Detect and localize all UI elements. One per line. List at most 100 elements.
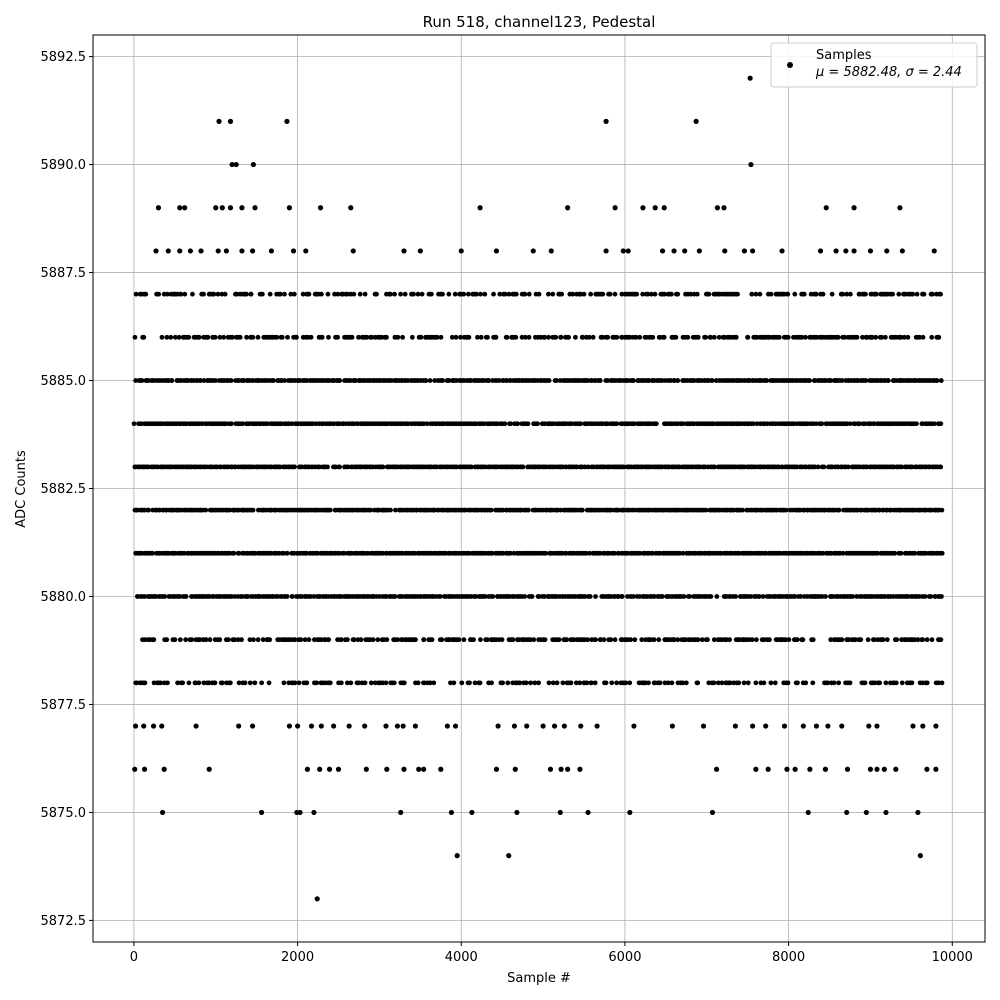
data-point xyxy=(585,464,591,470)
data-point xyxy=(418,334,424,340)
data-point xyxy=(877,680,882,686)
data-point xyxy=(650,334,656,340)
data-point xyxy=(560,680,566,686)
data-point xyxy=(157,507,162,513)
data-point xyxy=(232,637,238,643)
data-point xyxy=(251,637,256,643)
data-point xyxy=(612,205,618,211)
data-point xyxy=(822,766,829,772)
data-point xyxy=(400,334,405,340)
data-point xyxy=(566,334,572,340)
data-point xyxy=(625,248,631,254)
data-point xyxy=(661,334,667,340)
data-point xyxy=(198,248,204,254)
data-point xyxy=(400,723,406,729)
data-point xyxy=(845,464,851,470)
x-axis-ticks: 0 2000 4000 6000 8000 10000 xyxy=(130,942,973,965)
data-point xyxy=(240,421,246,427)
data-point xyxy=(637,550,643,556)
data-point xyxy=(314,680,320,686)
data-point xyxy=(675,378,681,383)
data-point xyxy=(196,680,202,686)
data-point xyxy=(812,464,818,470)
data-point xyxy=(344,680,350,686)
data-point xyxy=(227,680,233,686)
data-point xyxy=(803,680,809,686)
data-point xyxy=(823,205,829,211)
data-point xyxy=(228,378,234,383)
data-point xyxy=(508,421,514,427)
data-point xyxy=(784,766,790,772)
data-point xyxy=(415,680,421,686)
data-point xyxy=(536,291,542,297)
data-point xyxy=(768,680,774,686)
x-tick-label: 8000 xyxy=(772,950,805,965)
data-point xyxy=(772,680,778,686)
data-point xyxy=(648,291,654,297)
data-point xyxy=(936,334,942,340)
data-point xyxy=(820,291,826,297)
data-point xyxy=(327,507,333,513)
data-point xyxy=(740,507,745,513)
data-point xyxy=(546,680,552,686)
data-point xyxy=(247,637,253,643)
data-point xyxy=(282,378,287,383)
data-point xyxy=(883,809,889,816)
data-point xyxy=(239,205,245,211)
data-point xyxy=(286,205,293,211)
data-point xyxy=(268,248,274,254)
data-point xyxy=(524,723,530,729)
data-point xyxy=(394,723,401,729)
data-point xyxy=(580,334,586,340)
data-point xyxy=(335,291,341,297)
data-point xyxy=(585,637,590,643)
data-point xyxy=(377,594,383,599)
data-point xyxy=(431,680,437,686)
data-point xyxy=(685,334,691,340)
data-point xyxy=(495,723,501,729)
data-point xyxy=(597,378,603,383)
data-point xyxy=(546,378,552,383)
data-point xyxy=(233,161,239,168)
data-point xyxy=(813,723,820,729)
data-point xyxy=(203,507,209,513)
data-point xyxy=(557,809,563,816)
data-point xyxy=(873,334,879,340)
data-point xyxy=(800,723,806,729)
data-point xyxy=(938,637,944,643)
data-point xyxy=(440,378,446,383)
data-point xyxy=(205,334,211,340)
data-point xyxy=(519,334,525,340)
data-point xyxy=(526,291,532,297)
data-point xyxy=(172,637,178,643)
data-point xyxy=(458,248,464,254)
data-point xyxy=(317,205,324,211)
data-point xyxy=(424,421,430,427)
data-point xyxy=(931,421,937,427)
data-point xyxy=(281,680,287,686)
data-point xyxy=(584,680,590,686)
data-point xyxy=(304,680,310,686)
data-point xyxy=(242,680,248,686)
data-point xyxy=(250,334,256,340)
data-point xyxy=(213,205,219,211)
data-point xyxy=(632,637,638,643)
data-point xyxy=(627,680,633,686)
data-point xyxy=(221,334,227,340)
data-point xyxy=(388,507,393,513)
data-point xyxy=(939,594,944,599)
data-point xyxy=(563,550,569,556)
data-point xyxy=(429,637,435,643)
data-point xyxy=(840,550,846,556)
data-point xyxy=(384,334,389,340)
data-point xyxy=(525,507,531,513)
data-point xyxy=(260,637,266,643)
data-point xyxy=(513,291,519,297)
data-point xyxy=(395,637,401,643)
data-point xyxy=(597,550,603,556)
data-point xyxy=(884,637,890,643)
data-point xyxy=(578,421,584,427)
data-point xyxy=(227,118,234,124)
data-point xyxy=(721,205,727,211)
data-point xyxy=(401,680,407,686)
